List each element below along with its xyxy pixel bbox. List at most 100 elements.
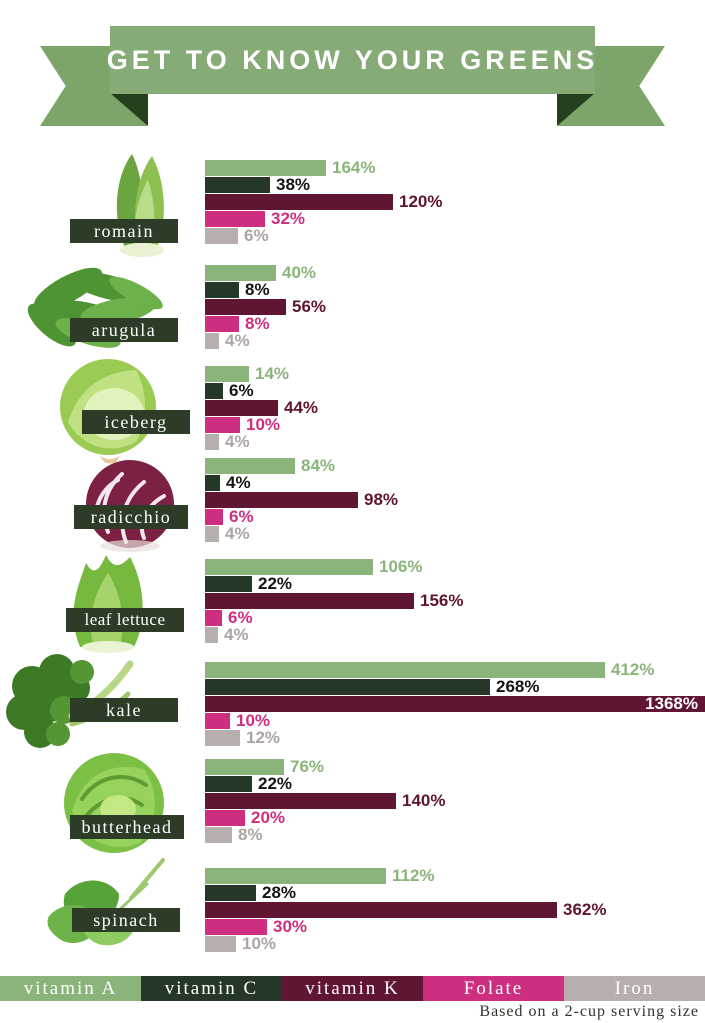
bar-value-label: 4% bbox=[225, 432, 250, 451]
bar-iceberg-iron bbox=[205, 434, 219, 450]
bar-value-label: 6% bbox=[244, 226, 269, 245]
bar-spinach-iron bbox=[205, 936, 236, 952]
bar-value-label: 106% bbox=[379, 557, 423, 576]
bar-value-label: 4% bbox=[225, 331, 250, 350]
row-romain: romain 164% 38% 120% 32% 6% bbox=[0, 154, 705, 257]
bar-value-label: 8% bbox=[245, 314, 270, 333]
bar-leaf-lettuce-vitamin-c bbox=[205, 576, 252, 592]
bar-romain-iron bbox=[205, 228, 238, 244]
bar-value-label: 10% bbox=[246, 415, 281, 434]
bar-group-spinach: 112% 28% 362% 30% 10% bbox=[205, 867, 607, 953]
bar-spinach-vitamin-c bbox=[205, 885, 256, 901]
bar-value-label: 164% bbox=[332, 158, 376, 177]
bar-radicchio-vitamin-a bbox=[205, 458, 295, 474]
bar-value-label: 140% bbox=[402, 791, 446, 810]
bar-kale-vitamin-a bbox=[205, 662, 605, 678]
bar-group-arugula: 40% 8% 56% 8% 4% bbox=[205, 263, 327, 350]
legend-swatch-vitamin-k: vitamin K bbox=[282, 976, 423, 1001]
kale-photo bbox=[6, 654, 134, 748]
bar-value-label: 56% bbox=[292, 297, 327, 316]
bar-arugula-folate bbox=[205, 316, 239, 332]
bar-value-label: 362% bbox=[563, 900, 607, 919]
bar-group-butterhead: 76% 22% 140% 20% 8% bbox=[205, 757, 446, 844]
bar-value-label: 8% bbox=[245, 280, 270, 299]
bar-leaf-lettuce-iron bbox=[205, 627, 218, 643]
bar-romain-vitamin-c bbox=[205, 177, 270, 193]
bar-value-label: 4% bbox=[225, 524, 250, 543]
vegetable-name-box: radicchio bbox=[74, 505, 188, 529]
bar-value-label: 98% bbox=[364, 490, 399, 509]
bar-kale-vitamin-c bbox=[205, 679, 490, 695]
row-kale: kale 412% 268% 1368% 10% 12% bbox=[0, 654, 705, 758]
bar-value-label: 28% bbox=[262, 883, 297, 902]
bar-group-iceberg: 14% 6% 44% 10% 4% bbox=[205, 364, 319, 451]
row-spinach: spinach 112% 28% 362% 30% 10% bbox=[0, 858, 705, 964]
bar-value-label: 4% bbox=[224, 625, 249, 644]
bar-butterhead-iron bbox=[205, 827, 232, 843]
bar-value-label: 32% bbox=[271, 209, 306, 228]
bar-value-label: 30% bbox=[273, 917, 308, 936]
row-butterhead: butterhead 76% 22% 140% 20% 8% bbox=[0, 753, 705, 855]
bar-value-label: 4% bbox=[226, 473, 251, 492]
bar-value-label: 120% bbox=[399, 192, 443, 211]
bar-value-label: 76% bbox=[290, 757, 325, 776]
bar-group-leaf-lettuce: 106% 22% 156% 6% 4% bbox=[205, 557, 464, 644]
bar-group-romain: 164% 38% 120% 32% 6% bbox=[205, 158, 443, 245]
vegetable-name-box: butterhead bbox=[70, 815, 184, 839]
bar-radicchio-vitamin-c bbox=[205, 475, 220, 491]
bar-romain-vitamin-k bbox=[205, 194, 393, 210]
vegetable-name-box: iceberg bbox=[82, 410, 190, 434]
bar-value-label: 156% bbox=[420, 591, 464, 610]
vegetable-name-box: arugula bbox=[70, 318, 178, 342]
bar-value-label: 268% bbox=[496, 677, 540, 696]
bar-value-label: 38% bbox=[276, 175, 311, 194]
bar-value-label: 6% bbox=[229, 507, 254, 526]
bar-value-label: 10% bbox=[236, 711, 271, 730]
bar-value-label: 22% bbox=[258, 774, 293, 793]
bar-butterhead-vitamin-k bbox=[205, 793, 396, 809]
bar-arugula-iron bbox=[205, 333, 219, 349]
bar-spinach-vitamin-a bbox=[205, 868, 386, 884]
iceberg-lettuce-photo bbox=[60, 359, 156, 464]
radicchio-photo bbox=[86, 460, 174, 552]
bar-iceberg-folate bbox=[205, 417, 240, 433]
bar-butterhead-vitamin-c bbox=[205, 776, 252, 792]
bar-value-label: 14% bbox=[255, 364, 290, 383]
bar-radicchio-vitamin-k bbox=[205, 492, 358, 508]
bar-value-label: 12% bbox=[246, 728, 281, 747]
bar-value-label: 44% bbox=[284, 398, 319, 417]
bar-kale-iron bbox=[205, 730, 240, 746]
vegetable-name-box: romain bbox=[70, 219, 178, 243]
row-radicchio: radicchio 84% 4% 98% 6% 4% bbox=[0, 456, 705, 554]
bar-kale-vitamin-k: 1368% bbox=[205, 694, 705, 713]
bar-kale-folate bbox=[205, 713, 230, 729]
legend-swatch-vitamin-c: vitamin C bbox=[141, 976, 282, 1001]
butterhead-lettuce-photo bbox=[64, 753, 164, 853]
bar-value-label: 1368% bbox=[645, 694, 698, 713]
row-iceberg: iceberg 14% 6% 44% 10% 4% bbox=[0, 359, 705, 464]
spinach-photo bbox=[47, 858, 165, 946]
bar-arugula-vitamin-a bbox=[205, 265, 276, 281]
bar-value-label: 22% bbox=[258, 574, 293, 593]
bar-leaf-lettuce-folate bbox=[205, 610, 222, 626]
title-banner: GET TO KNOW YOUR GREENS bbox=[107, 26, 595, 94]
page-title: GET TO KNOW YOUR GREENS bbox=[106, 44, 599, 75]
bar-spinach-folate bbox=[205, 919, 267, 935]
bar-value-label: 6% bbox=[229, 381, 254, 400]
bar-arugula-vitamin-c bbox=[205, 282, 239, 298]
bar-spinach-vitamin-k bbox=[205, 902, 557, 918]
bar-value-label: 40% bbox=[282, 263, 317, 282]
bar-value-label: 84% bbox=[301, 456, 336, 475]
bar-iceberg-vitamin-a bbox=[205, 366, 249, 382]
serving-size-note: Based on a 2-cup serving size bbox=[479, 1003, 699, 1020]
vegetable-name-box: kale bbox=[70, 698, 178, 722]
vegetable-name-box: leaf lettuce bbox=[66, 608, 184, 632]
bar-romain-folate bbox=[205, 211, 265, 227]
legend-swatch-iron: Iron bbox=[564, 976, 705, 1001]
bar-arugula-vitamin-k bbox=[205, 299, 286, 315]
bar-romain-vitamin-a bbox=[205, 160, 326, 176]
bar-radicchio-folate bbox=[205, 509, 223, 525]
legend-swatch-vitamin-a: vitamin A bbox=[0, 976, 141, 1001]
bar-butterhead-vitamin-a bbox=[205, 759, 284, 775]
